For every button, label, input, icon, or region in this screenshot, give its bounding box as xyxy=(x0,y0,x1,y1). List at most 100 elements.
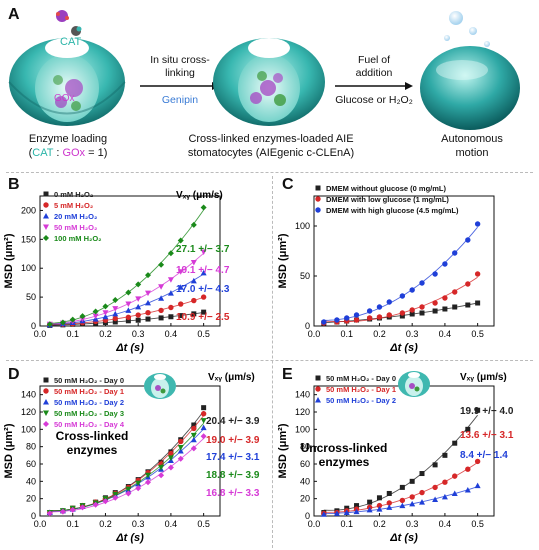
chart-e-series-1-point xyxy=(452,473,458,479)
chart-e-series-1-point xyxy=(399,497,406,504)
chart-d-series-4-point xyxy=(112,494,119,501)
chart-c-xtick-label: 0.1 xyxy=(340,329,353,339)
chart-e-xtick-label: 0.0 xyxy=(308,519,321,529)
chart-e-series-1-point xyxy=(419,489,425,496)
chart-e-xlabel: Δt (s) xyxy=(389,532,418,544)
chart-e-ytick-label: 0 xyxy=(305,511,310,521)
chart-e-series-2-point xyxy=(451,490,458,496)
chart-b-frame xyxy=(39,195,221,327)
panel-a-illustration xyxy=(8,10,520,130)
chart-b-legend-label-3: 50 mM H₂O₂ xyxy=(54,223,97,232)
chart-c-series-0-point xyxy=(419,310,425,316)
chart-e-series-0-point xyxy=(432,462,438,468)
chart-d-series-2-point xyxy=(190,436,197,443)
chart-d-legend-label-4: 50 mM H₂O₂ - Day 4 xyxy=(54,420,125,429)
chart-d-xtick-label: 0.2 xyxy=(99,519,112,529)
chart-c-series-2-point xyxy=(376,304,383,310)
chart-e-legend-label-0: 50 mM H₂O₂ - Day 0 xyxy=(326,374,396,383)
chart-d-vxy-title: Vₓᵧ (μm/s) xyxy=(208,372,255,383)
chart-b-series-4-point xyxy=(145,272,151,279)
chart-d-series-4 xyxy=(46,433,207,517)
chart-d-legend-marker-4 xyxy=(43,421,49,427)
gox-label: GOx xyxy=(54,93,75,104)
chart-d-series-4-point xyxy=(177,455,184,462)
chart-b-legend-label-1: 5 mM H₂O₂ xyxy=(54,201,93,210)
chart-b-series-4-point xyxy=(79,313,86,320)
chart-d-xtick-label: 0.3 xyxy=(132,519,145,529)
chart-c-xtick-label: 0.4 xyxy=(439,329,452,339)
chart-d-series-4-point xyxy=(125,490,132,497)
chart-b-series-1-point xyxy=(168,304,174,311)
chart-b-series-1-point xyxy=(158,307,164,314)
chart-e-series-1-point xyxy=(409,494,415,500)
chart-b-ytick-label: 50 xyxy=(26,292,36,302)
chart-c-series-0-point xyxy=(399,313,405,319)
chart-b-legend-marker-0 xyxy=(43,191,49,197)
chart-b-series-3-point xyxy=(112,306,119,312)
chart-b-series-2-point xyxy=(102,313,109,320)
chart-c-series-1-point xyxy=(409,307,415,313)
chart-e-icon-opening xyxy=(408,372,420,378)
chart-b-series-3-point xyxy=(92,313,99,320)
chart-e-annotation-line2: enzymes xyxy=(319,455,370,469)
cap1-line1: Enzyme loading xyxy=(28,133,108,145)
chart-e-ylabel: MSD (μm²) xyxy=(277,423,289,478)
chart-c: 0.0 0.1 0.2 0.3 0.4 0.5 0 50 100 Δt (s) MSD (μm²) D… xyxy=(277,184,495,354)
panel-a-label: A xyxy=(8,6,20,23)
chart-d-legend-label-3: 50 mM H₂O₂ - Day 3 xyxy=(54,409,124,418)
chart-c-legend-marker-2 xyxy=(315,207,321,213)
chart-b-vxy-value-2: 17.0 +/− 4.3 xyxy=(176,284,230,295)
chart-e-vxy-value-1: 13.6 +/− 3.1 xyxy=(460,430,514,441)
chart-c-series-1-point xyxy=(432,300,438,306)
chart-e-legend-marker-2 xyxy=(315,397,321,403)
chart-d-series-4-point xyxy=(200,433,207,440)
step2-reagent: Glucose or H₂O₂ xyxy=(335,94,413,106)
autonomous-stomatocyte-icon xyxy=(420,11,520,130)
chart-b-series-3-point xyxy=(125,301,132,308)
chart-e-series-2-point xyxy=(419,499,425,505)
cap2-line2: stomatocytes (AIEgenic c-CLEnA) xyxy=(187,147,355,159)
chart-c-series-1-point xyxy=(452,289,458,295)
chart-b-series-0-point xyxy=(191,311,197,317)
chart-e-series-1-point xyxy=(432,484,438,491)
chart-d-series-4-point xyxy=(167,464,174,471)
chart-d-ytick-label: 80 xyxy=(26,442,36,452)
chart-c-series-0-point xyxy=(409,311,415,317)
chart-c-ytick-label: 100 xyxy=(295,221,310,231)
chart-b-ytick-label: 0 xyxy=(31,321,36,331)
chart-d-series-3-point xyxy=(125,486,132,493)
chart-c-frame xyxy=(313,195,495,327)
cat-text: CAT xyxy=(60,36,82,48)
chart-c-legend-label-0: DMEM without glucose (0 mg/mL) xyxy=(326,184,446,193)
chart-b-ytick-label: 100 xyxy=(21,263,36,273)
chart-b-series-1-point xyxy=(135,312,141,318)
chart-d-legend-marker-1 xyxy=(43,388,49,394)
chart-c-ytick-label: 50 xyxy=(300,271,310,281)
chart-e-legend-marker-0 xyxy=(315,375,321,381)
panel-c-label: C xyxy=(282,176,294,193)
cap1-close: = 1) xyxy=(85,147,108,159)
chart-d-series-3-point xyxy=(190,432,197,439)
cap1-line2: (CAT : GOx = 1) xyxy=(4,146,132,160)
chart-e-series-2-point xyxy=(366,506,373,513)
chart-c-series-2-point xyxy=(344,315,350,321)
chart-b-series-4-point xyxy=(200,204,207,211)
chart-b-series-2-point xyxy=(200,269,207,276)
chart-e-series-0-point xyxy=(442,452,448,458)
chart-b-series-4-point xyxy=(102,303,109,310)
chart-e-vxy-value-2: 8.4 +/− 1.4 xyxy=(460,450,508,461)
chart-e-series-0-point xyxy=(419,471,425,477)
chart-c-series-0-point xyxy=(452,304,458,310)
chart-d-icon-enzyme1 xyxy=(155,385,161,391)
chart-d-series-0-point xyxy=(191,422,197,428)
chart-b-legend-label-0: 0 mM H₂O₂ xyxy=(54,190,93,199)
chart-b-series-0-point xyxy=(112,319,118,325)
chart-e-series-2-point xyxy=(343,509,350,516)
chart-b-series-0-point xyxy=(168,314,174,320)
chart-d-series-1-point xyxy=(191,425,197,432)
chart-c-xtick-label: 0.2 xyxy=(373,329,386,339)
chart-c-series-2-point xyxy=(474,221,481,227)
step1-reagent: Genipin xyxy=(161,94,199,106)
chart-b-legend-marker-1 xyxy=(43,202,49,208)
chart-d-icon-opening xyxy=(154,374,166,380)
